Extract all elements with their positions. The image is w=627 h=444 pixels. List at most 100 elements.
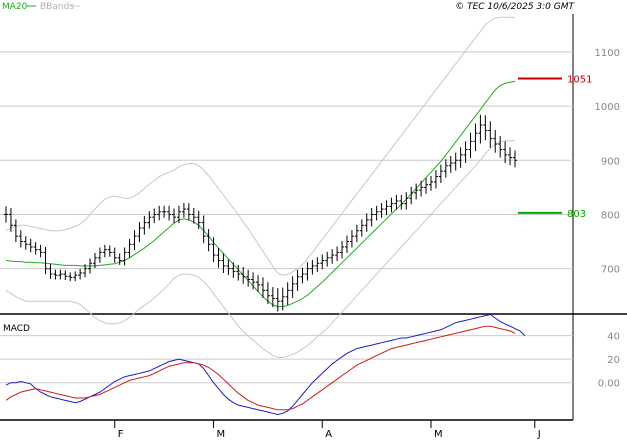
ohlc-bar xyxy=(424,178,429,194)
ohlc-bar xyxy=(157,205,162,221)
ohlc-bar xyxy=(132,230,137,251)
ohlc-bar xyxy=(503,141,508,163)
ohlc-bar xyxy=(137,222,142,243)
ohlc-bar xyxy=(488,121,493,148)
ohlc-bar xyxy=(354,224,359,243)
price-y-tick-label: 900 xyxy=(601,156,620,167)
ohlc-bar xyxy=(236,264,241,281)
ohlc-bar xyxy=(290,276,295,298)
ohlc-bar xyxy=(483,115,488,141)
month-label: A xyxy=(325,429,332,440)
levels-layer: 1051 803 xyxy=(518,74,592,220)
macd-y-tick-label: 20 xyxy=(607,355,620,366)
ohlc-bar xyxy=(18,230,23,248)
price-y-tick-label: 1000 xyxy=(595,102,620,113)
bollinger-lower-line xyxy=(5,140,515,358)
legend-ma20-label: MA20 xyxy=(2,2,28,12)
ohlc-bar xyxy=(226,259,231,276)
price-y-tick-label: 700 xyxy=(601,265,620,276)
ohlc-bar xyxy=(419,180,424,197)
macd-y-tick-label: 0.00 xyxy=(598,379,620,390)
ohlc-bar xyxy=(28,238,33,253)
ohlc-bar xyxy=(33,242,38,255)
ohlc-bar xyxy=(231,262,236,278)
axis-ticks-layer: 700 800 900 1000 1100 0.00 20 40 F M A M J xyxy=(114,48,620,440)
ohlc-bar xyxy=(399,194,404,210)
ohlc-bar xyxy=(13,219,18,243)
ohlc-bar xyxy=(172,208,177,224)
ohlc-bar xyxy=(320,254,325,270)
ohlc-bar xyxy=(73,271,78,282)
ma20-layer xyxy=(5,80,516,308)
ohlc-bar xyxy=(468,132,473,159)
ohlc-bar xyxy=(88,258,93,274)
ohlc-bar xyxy=(196,210,201,230)
ohlc-bar xyxy=(394,194,399,210)
ohlc-bar xyxy=(206,229,211,252)
ohlc-bar xyxy=(176,205,181,224)
resistance-level-label: 1051 xyxy=(567,74,592,85)
ohlc-bar xyxy=(68,272,73,282)
ohlc-bar xyxy=(285,282,290,305)
ohlc-bar xyxy=(4,206,8,223)
support-level-label: 803 xyxy=(567,209,586,220)
ohlc-bar xyxy=(359,219,364,237)
copyright-label: © TEC 10/6/2025 3:0 GMT xyxy=(455,2,575,12)
ohlc-bar xyxy=(404,192,409,210)
macd-y-tick-label: 40 xyxy=(607,332,620,343)
month-label: M xyxy=(434,429,443,440)
ohlc-bar xyxy=(493,129,498,153)
ohlc-bar xyxy=(251,272,256,290)
ohlc-bar xyxy=(305,262,310,281)
legend-bbands-label: BBands xyxy=(40,2,74,12)
ohlc-bar xyxy=(478,114,483,144)
ohlc-bar xyxy=(453,152,458,171)
grid-layer xyxy=(0,51,573,384)
ohlc-bar xyxy=(241,267,246,284)
ohlc-bar xyxy=(191,207,196,224)
ohlc-bar xyxy=(463,141,468,163)
ohlc-bar xyxy=(438,164,443,184)
macd-lines-layer xyxy=(5,313,526,416)
ohlc-bar xyxy=(112,247,117,263)
ohlc-bar xyxy=(300,267,305,284)
ohlc-bar xyxy=(428,176,433,191)
ohlc-bar xyxy=(260,277,265,298)
ohlc-bar xyxy=(384,200,389,216)
price-y-tick-label: 800 xyxy=(601,210,620,221)
ohlc-bar xyxy=(340,241,345,259)
ohlc-bar xyxy=(211,237,216,263)
ohlc-bar xyxy=(448,155,453,173)
ohlc-bar xyxy=(58,269,63,280)
ohlc-bar xyxy=(78,268,83,280)
ohlc-bar xyxy=(167,205,172,221)
ohlc-bar xyxy=(92,252,97,269)
ohlc-bar xyxy=(513,150,517,168)
ohlc-bar xyxy=(325,251,330,267)
ohlc-bar xyxy=(83,264,88,278)
bollinger-bands-layer xyxy=(5,16,515,358)
ohlc-bar xyxy=(221,253,226,273)
ohlc-bar xyxy=(369,207,374,227)
ohlc-bar xyxy=(295,269,300,291)
ohlc-bar xyxy=(43,246,48,275)
ohlc-bar xyxy=(107,245,112,257)
ohlc-bar xyxy=(201,215,206,244)
macd-line xyxy=(5,313,526,416)
ohlc-bar xyxy=(53,269,58,280)
ohlc-bar xyxy=(433,170,438,189)
ohlc-bar xyxy=(344,235,349,253)
ohlc-bar xyxy=(414,183,419,200)
ohlc-bar xyxy=(181,203,186,218)
ohlc-bar xyxy=(147,211,152,229)
ohlc-bar xyxy=(63,270,68,281)
ohlc-bar xyxy=(349,230,354,248)
ohlc-bar xyxy=(102,244,107,258)
ohlc-bar xyxy=(265,282,270,304)
signal-line xyxy=(5,325,516,411)
ohlc-bar xyxy=(23,236,28,250)
ohlc-bar xyxy=(473,123,478,152)
macd-title: MACD xyxy=(3,324,30,334)
